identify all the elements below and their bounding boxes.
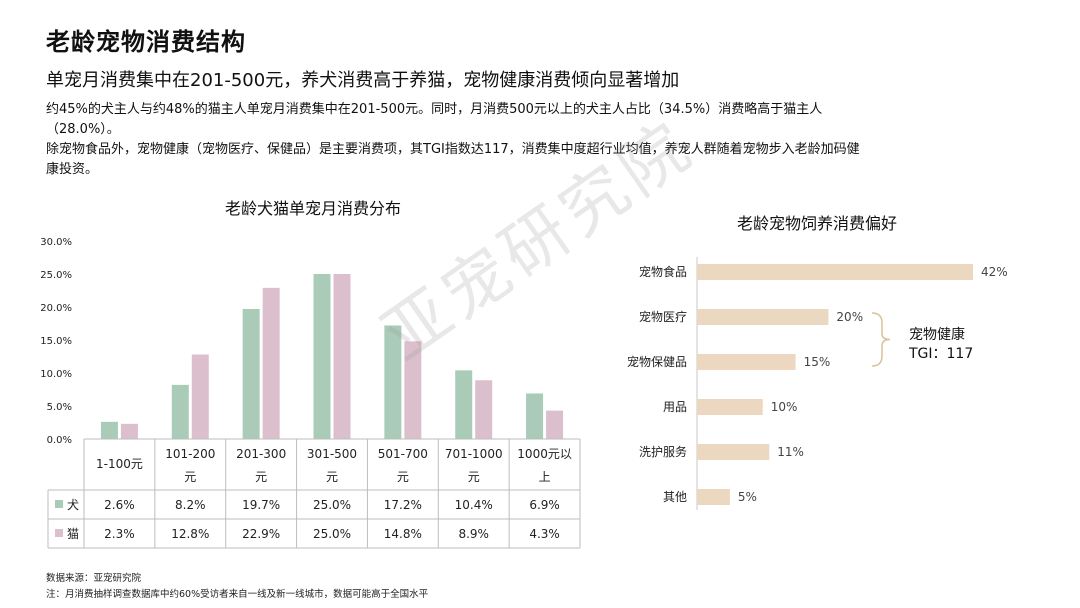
x-category-label: 上 — [539, 470, 551, 484]
x-category-label: 元 — [326, 470, 338, 484]
table-value-cell: 6.9% — [529, 498, 560, 512]
bar-preference — [697, 354, 796, 370]
table-value-cell: 25.0% — [313, 527, 351, 541]
y-tick-label: 30.0% — [40, 237, 72, 248]
table-value-cell: 25.0% — [313, 498, 351, 512]
bar-value-label: 10% — [771, 400, 798, 414]
bar-dog — [455, 370, 473, 439]
bar-cat — [191, 354, 209, 439]
x-category-label: 201-300 — [236, 447, 286, 461]
y-tick-label: 5.0% — [47, 402, 72, 413]
y-category-label: 其他 — [663, 490, 687, 504]
x-category-label: 元 — [468, 470, 480, 484]
y-tick-label: 0.0% — [47, 435, 72, 446]
bar-value-label: 20% — [836, 310, 863, 324]
x-category-label: 101-200 — [165, 447, 215, 461]
legend-label-dog: 犬 — [67, 498, 79, 512]
table-value-cell: 17.2% — [384, 498, 422, 512]
bar-dog — [313, 274, 331, 439]
bar-value-label: 11% — [777, 445, 804, 459]
table-value-cell: 2.6% — [104, 498, 135, 512]
y-category-label: 宠物食品 — [639, 264, 687, 279]
health-annotation-tgi: TGI：117 — [909, 346, 974, 362]
x-category-label: 1-100元 — [96, 457, 143, 471]
left-chart-title: 老龄犬猫单宠月消费分布 — [225, 199, 402, 218]
y-category-label: 用品 — [663, 400, 687, 414]
x-category-label: 元 — [397, 470, 409, 484]
bar-cat — [333, 274, 351, 439]
bar-cat — [475, 380, 493, 439]
table-value-cell: 14.8% — [384, 527, 422, 541]
x-category-label: 元 — [184, 470, 196, 484]
summary-line-2: （28.0%）。 — [46, 122, 120, 137]
left-bar-chart: 0.0% 5.0% 10.0% 15.0% 20.0% 25.0% 30.0% 1-100元 1… — [40, 237, 581, 549]
y-category-label: 宠物医疗 — [639, 309, 687, 324]
bar-value-label: 15% — [804, 355, 831, 369]
x-category-label: 301-500 — [307, 447, 357, 461]
bar-preference — [697, 444, 770, 460]
table-value-cell: 8.2% — [175, 498, 206, 512]
y-tick-label: 25.0% — [40, 270, 72, 281]
x-category-label: 501-700 — [378, 447, 428, 461]
summary-line-3: 除宠物食品外，宠物健康（宠物医疗、保健品）是主要消费项，其TGI指数达117，消… — [46, 142, 860, 157]
table-value-cell: 8.9% — [458, 527, 489, 541]
y-tick-label: 15.0% — [40, 336, 72, 347]
health-annotation-label: 宠物健康 — [909, 327, 965, 343]
data-source: 数据来源：亚宠研究院 — [46, 573, 142, 584]
bar-cat — [404, 341, 422, 439]
bar-value-label: 5% — [738, 490, 757, 504]
y-category-label: 洗护服务 — [639, 444, 687, 459]
page-subtitle: 单宠月消费集中在201-500元，养犬消费高于养猫，宠物健康消费倾向显著增加 — [46, 70, 680, 91]
table-value-cell: 22.9% — [242, 527, 280, 541]
table-value-cell: 2.3% — [104, 527, 135, 541]
data-note: 注：月消费抽样调查数据库中约60%受访者来自一线及新一线城市，数据可能高于全国水… — [46, 589, 429, 600]
y-tick-label: 10.0% — [40, 369, 72, 380]
x-category-label: 元 — [255, 470, 267, 484]
bar-value-label: 42% — [981, 265, 1008, 279]
summary-line-1: 约45%的犬主人与约48%的猫主人单宠月消费集中在201-500元。同时，月消费… — [46, 102, 823, 117]
bar-dog — [526, 393, 544, 439]
x-category-label: 1000元以 — [517, 447, 572, 461]
bar-preference — [697, 264, 973, 280]
table-value-cell: 10.4% — [455, 498, 493, 512]
bar-cat — [262, 287, 280, 439]
bar-dog — [171, 384, 189, 439]
right-chart-title: 老龄宠物饲养消费偏好 — [737, 214, 898, 233]
legend-swatch-dog — [55, 500, 63, 508]
bar-dog — [100, 421, 118, 439]
bar-preference — [697, 489, 730, 505]
health-bracket — [871, 312, 891, 367]
bar-cat — [546, 410, 564, 439]
table-value-cell: 4.3% — [529, 527, 560, 541]
x-category-label: 701-1000 — [445, 447, 503, 461]
page-title: 老龄宠物消费结构 — [46, 28, 246, 56]
bar-preference — [697, 309, 829, 325]
bar-preference — [697, 399, 763, 415]
bar-dog — [242, 308, 260, 439]
y-category-label: 宠物保健品 — [627, 354, 687, 369]
legend-swatch-cat — [55, 529, 63, 537]
right-bar-chart: 宠物食品 42% 宠物医疗 20% 宠物保健品 15% 用品 10% 洗护服务 11% 其他 5% — [627, 257, 1008, 510]
bar-dog — [384, 325, 402, 439]
bar-cat — [120, 423, 138, 439]
table-value-cell: 12.8% — [171, 527, 209, 541]
table-value-cell: 19.7% — [242, 498, 280, 512]
summary-line-4: 康投资。 — [46, 162, 99, 177]
y-tick-label: 20.0% — [40, 303, 72, 314]
legend-label-cat: 猫 — [67, 527, 79, 541]
